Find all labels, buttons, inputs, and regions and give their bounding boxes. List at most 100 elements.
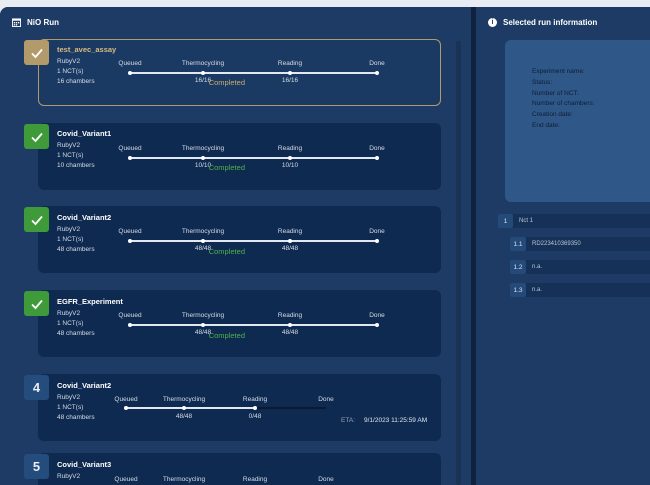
run-nct-count: 1 NCT(s) (57, 404, 84, 411)
stage-queued-label: Queued (114, 396, 138, 403)
completed-check-badge (24, 124, 49, 149)
run-list-scrollbar[interactable] (456, 41, 461, 485)
reading-count: 48/48 (281, 329, 299, 336)
run-card[interactable] (38, 206, 441, 273)
stage-queued-label: Queued (118, 312, 142, 319)
thermocycling-count: 48/48 (175, 413, 193, 420)
check-icon (30, 48, 43, 58)
stage-done-label: Done (318, 476, 334, 483)
nct-sub-label: n.a. (532, 287, 543, 293)
run-list-header: NiO Run (12, 14, 59, 30)
stage-thermocycling-label: Thermocycling (181, 60, 225, 67)
stage-queued-label: Queued (118, 145, 142, 152)
stage-queued-label: Queued (114, 476, 138, 483)
stage-dot (128, 71, 132, 75)
run-chamber-count: 48 chambers (57, 330, 95, 337)
run-name: Covid_Variant3 (57, 460, 112, 469)
run-list: test_avec_assay RubyV2 1 NCT(s) 16 chamb… (0, 7, 460, 485)
reading-count: 48/48 (281, 245, 299, 252)
nct-sub-label: n.a. (532, 264, 543, 270)
stage-done-label: Done (318, 396, 334, 403)
run-name: EGFR_Experiment (57, 297, 123, 306)
stage-done-label: Done (369, 228, 385, 235)
run-progress-line (130, 157, 377, 159)
run-nct-count: 1 NCT(s) (57, 68, 84, 75)
run-name: Covid_Variant1 (57, 129, 112, 138)
stage-thermocycling-label: Thermocycling (181, 145, 225, 152)
stage-dot (253, 406, 257, 410)
run-chamber-count: 48 chambers (57, 414, 95, 421)
check-icon (30, 299, 43, 309)
stage-dot (201, 71, 205, 75)
stage-dot (128, 323, 132, 327)
run-chamber-count: 48 chambers (57, 246, 95, 253)
nct-sub-row[interactable]: 1.2 n.a. (510, 260, 650, 274)
nct-row[interactable]: 1 Nct 1 (498, 214, 650, 228)
nct-sub-index: 1.2 (510, 260, 526, 274)
run-device: RubyV2 (57, 58, 81, 65)
stage-dot (375, 323, 379, 327)
nct-label: Nct 1 (519, 218, 534, 224)
run-info-title: Selected run information (503, 17, 598, 27)
stage-dot (128, 239, 132, 243)
run-progress-pending-segment (255, 407, 326, 409)
check-icon (30, 132, 43, 142)
app-window: NiO Run test_avec_assay RubyV2 1 NCT(s) … (0, 7, 650, 485)
completed-check-badge (24, 291, 49, 316)
nct-sub-row[interactable]: 1.1 RD223410369350 (510, 237, 650, 251)
stage-dot (375, 71, 379, 75)
run-device: RubyV2 (57, 394, 81, 401)
stage-thermocycling-label: Thermocycling (162, 396, 206, 403)
reading-count: 0/48 (248, 413, 262, 420)
nct-count-label: Number of NCT: (532, 89, 579, 97)
stage-thermocycling-label: Thermocycling (181, 312, 225, 319)
end-date-label: End date: (532, 121, 560, 129)
run-card[interactable] (38, 123, 441, 190)
nct-index: 1 (498, 214, 513, 228)
run-progress-done-segment (126, 407, 255, 409)
run-nct-count: 1 NCT(s) (57, 236, 84, 243)
run-card[interactable] (38, 290, 441, 357)
creation-date-label: Creation date: (532, 111, 573, 119)
run-number-badge: 4 (24, 375, 49, 400)
eta-value: 9/1/2023 11:25:59 AM (364, 417, 428, 424)
thermocycling-count: 10/10 (194, 162, 212, 169)
run-info-header: i Selected run information (488, 14, 597, 30)
stage-dot (124, 406, 128, 410)
nct-sub-index: 1.1 (510, 237, 526, 251)
scrollbar-thumb[interactable] (456, 41, 461, 485)
thermocycling-count: 16/16 (194, 77, 212, 84)
stage-queued-label: Queued (118, 228, 142, 235)
stage-dot (201, 156, 205, 160)
run-card[interactable] (38, 453, 441, 485)
run-nct-count: 1 NCT(s) (57, 320, 84, 327)
nct-sub-row[interactable]: 1.3 n.a. (510, 283, 650, 297)
stage-reading-label: Reading (242, 396, 268, 403)
run-name: Covid_Variant2 (57, 381, 112, 390)
nct-sub-index: 1.3 (510, 283, 526, 297)
run-status: Completed (208, 78, 245, 87)
run-number-badge: 5 (24, 454, 49, 479)
run-name: test_avec_assay (57, 45, 117, 54)
run-device: RubyV2 (57, 473, 81, 480)
run-list-title: NiO Run (27, 17, 59, 27)
stage-done-label: Done (369, 60, 385, 67)
completed-check-badge (24, 207, 49, 232)
reading-count: 16/16 (281, 77, 299, 84)
run-progress-line (130, 72, 377, 74)
panel-divider (471, 7, 476, 485)
run-chamber-count: 10 chambers (57, 162, 95, 169)
stage-dot (182, 406, 186, 410)
stage-dot (288, 71, 292, 75)
nct-sub-label: RD223410369350 (532, 241, 581, 247)
status-label: Status: (532, 78, 553, 86)
run-info-box: Experiment name: Status: Number of NCT: … (505, 40, 650, 202)
stage-reading-label: Reading (277, 60, 303, 67)
run-chamber-count: 16 chambers (57, 78, 95, 85)
thermocycling-count: 48/48 (194, 329, 212, 336)
calendar-grid-icon (12, 17, 21, 27)
run-nct-count: 1 NCT(s) (57, 152, 84, 159)
stage-dot (375, 156, 379, 160)
stage-done-label: Done (369, 145, 385, 152)
stage-done-label: Done (369, 312, 385, 319)
